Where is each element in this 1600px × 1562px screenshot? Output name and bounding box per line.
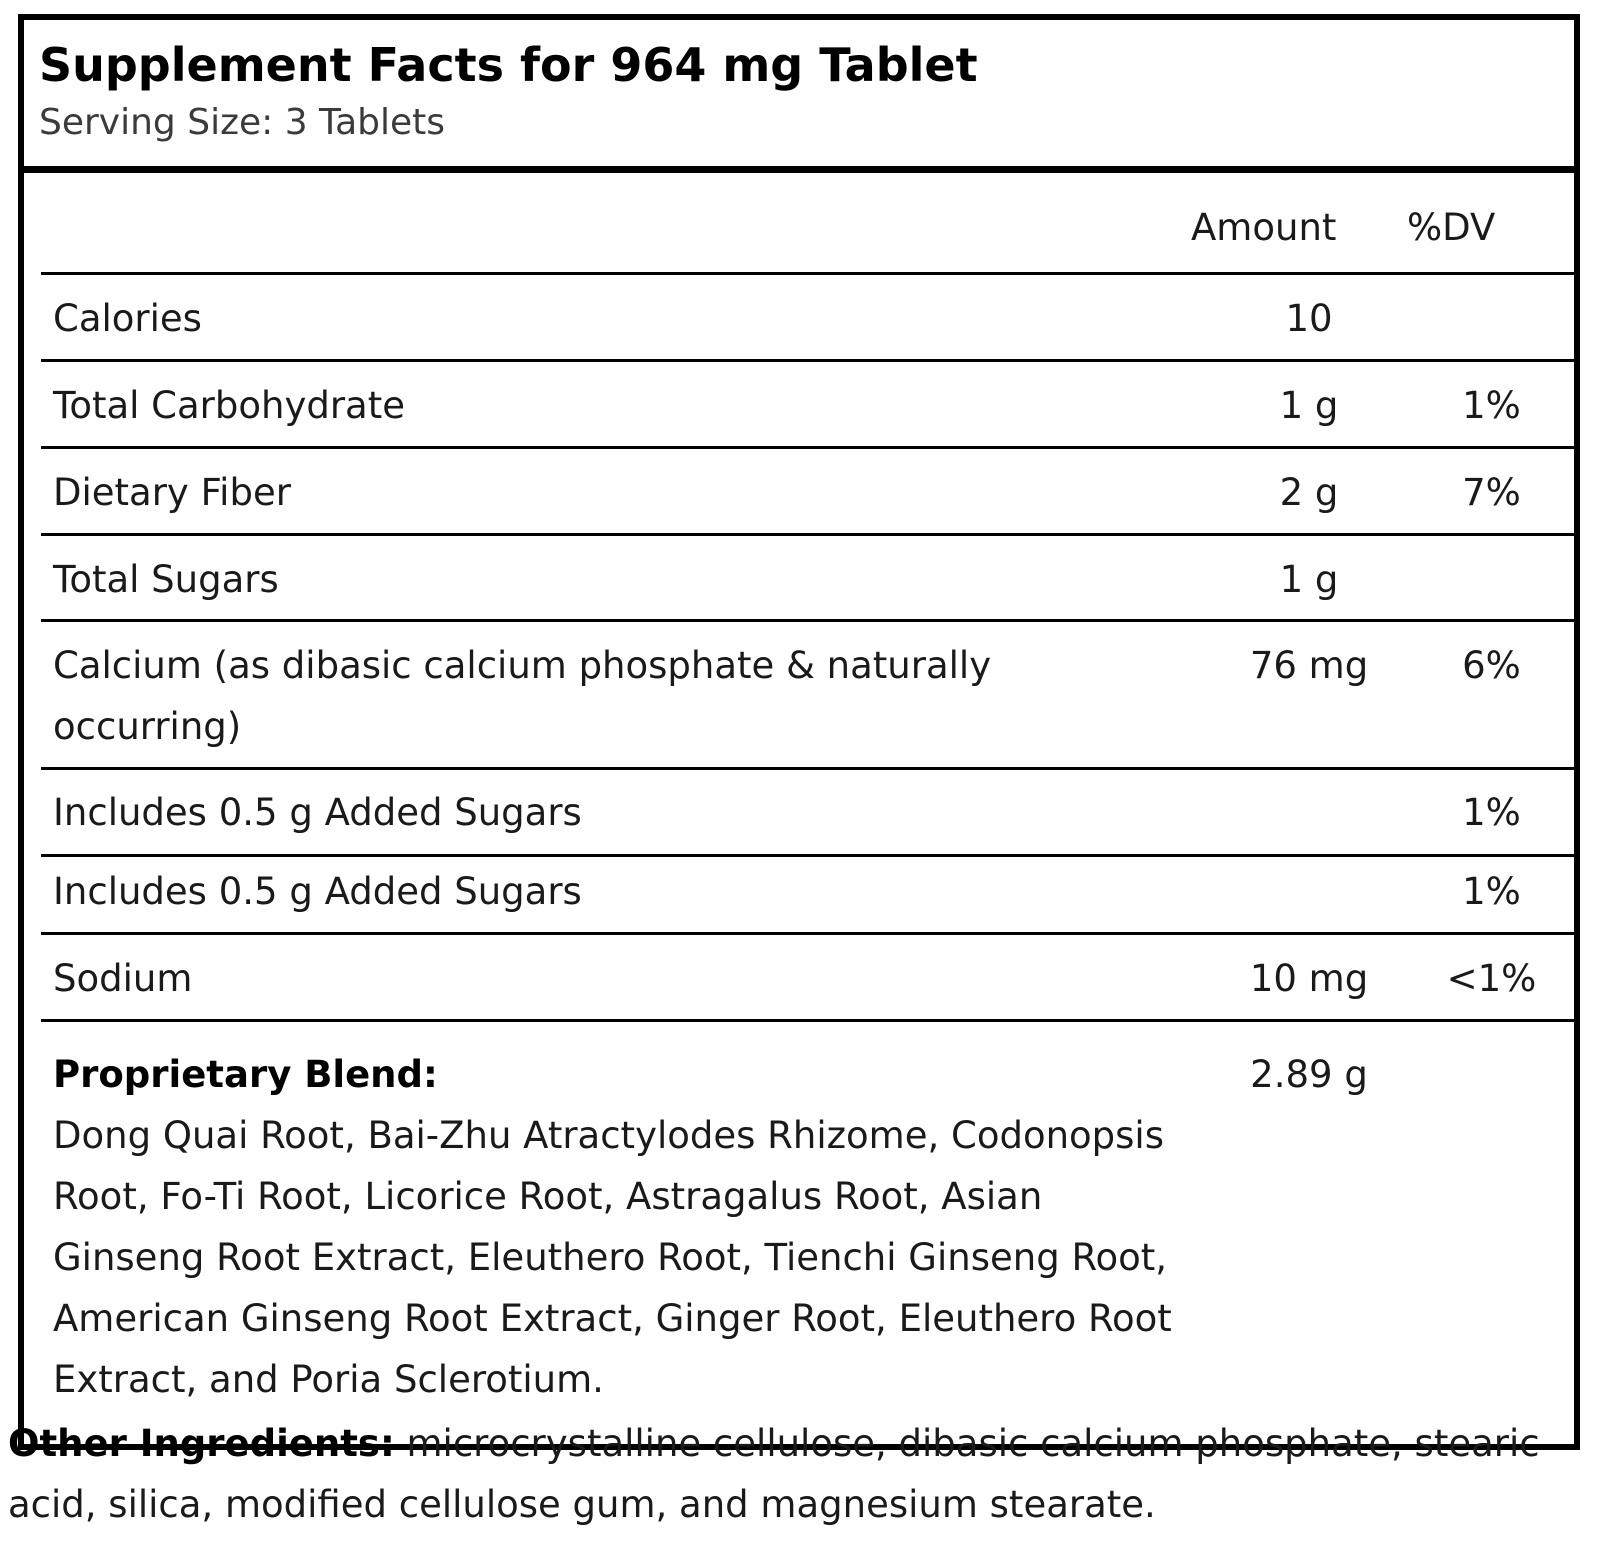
facts-title: Supplement Facts for 964 mg Tablet (39, 38, 978, 92)
proprietary-blend-title: Proprietary Blend: (53, 1053, 438, 1096)
serving-size: Serving Size: 3 Tablets (39, 102, 446, 143)
proprietary-blend-amount: 2.89 g (1250, 1053, 1368, 1096)
nutrient-dv: 7% (1462, 471, 1521, 514)
nutrient-amount: 2 g (1279, 471, 1339, 514)
nutrient-amount: 76 mg (1249, 644, 1369, 687)
nutrient-amount: 10 mg (1249, 957, 1369, 1000)
other-ingredients: Other Ingredients: microcrystalline cell… (8, 1413, 1593, 1535)
other-ingredients-text: microcrystalline cellulose, dibasic calc… (8, 1422, 1540, 1526)
nutrient-dv: <1% (1446, 957, 1537, 1000)
nutrient-dv: 6% (1462, 644, 1521, 687)
nutrient-amount: 1 g (1279, 558, 1339, 601)
divider (41, 767, 1575, 770)
nutrient-dv: 1% (1462, 384, 1521, 427)
nutrient-amount: 1 g (1279, 384, 1339, 427)
nutrient-name: Dietary Fiber (53, 471, 291, 514)
divider (41, 272, 1575, 275)
nutrient-amount: 10 (1285, 297, 1333, 340)
facts-header: Supplement Facts for 964 mg Tablet Servi… (24, 20, 1574, 173)
nutrient-name: Total Sugars (53, 558, 279, 601)
divider (41, 854, 1575, 857)
divider (41, 932, 1575, 935)
nutrient-name: Includes 0.5 g Added Sugars (53, 791, 582, 834)
nutrient-name: Calories (53, 297, 202, 340)
divider (41, 619, 1575, 622)
divider (41, 533, 1575, 536)
nutrient-name: Sodium (53, 957, 193, 1000)
nutrient-name: Total Carbohydrate (53, 384, 406, 427)
nutrient-name: Includes 0.5 g Added Sugars (53, 870, 582, 913)
proprietary-blend-ingredients: Dong Quai Root, Bai-Zhu Atractylodes Rhi… (53, 1114, 1172, 1401)
dv-column-header: %DV (1407, 206, 1496, 249)
divider (41, 446, 1575, 449)
nutrient-dv: 1% (1462, 870, 1521, 913)
divider (41, 1019, 1575, 1022)
divider (41, 359, 1575, 362)
nutrient-dv: 1% (1462, 791, 1521, 834)
nutrient-name: Calcium (as dibasic calcium phosphate & … (53, 644, 992, 748)
amount-column-header: Amount (1191, 206, 1337, 249)
supplement-facts-panel: Supplement Facts for 964 mg Tablet Servi… (18, 14, 1580, 1450)
other-ingredients-label: Other Ingredients: (8, 1422, 395, 1465)
